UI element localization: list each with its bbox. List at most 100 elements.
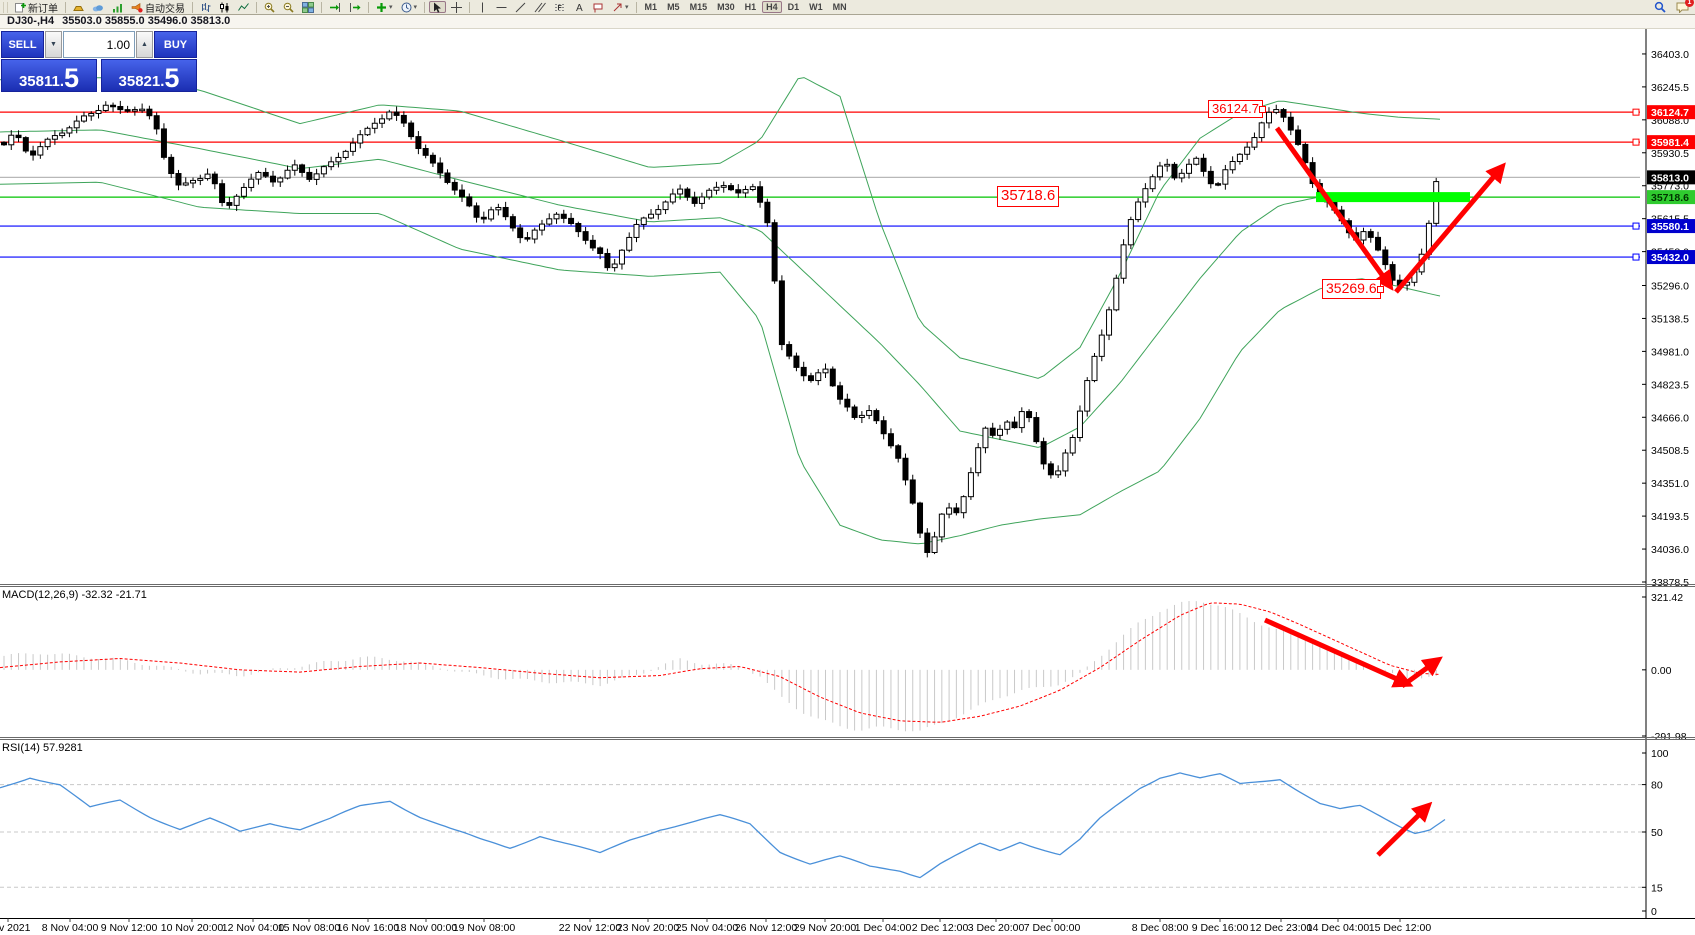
cursor-tool-button[interactable]	[429, 1, 447, 13]
timeframe-w1[interactable]: W1	[805, 1, 827, 13]
volume-increase-button[interactable]: ▲	[136, 31, 153, 58]
price-axis[interactable]: 36560.536403.036245.536088.035930.535773…	[1642, 14, 1695, 919]
svg-text:3 Dec 20:00: 3 Dec 20:00	[968, 922, 1025, 934]
svg-text:35296.0: 35296.0	[1651, 280, 1689, 292]
horizontal-line-tool[interactable]	[493, 1, 510, 13]
svg-text:29 Nov 20:00: 29 Nov 20:00	[794, 922, 857, 934]
timeframe-mn[interactable]: MN	[829, 1, 851, 13]
zoom-in-icon	[264, 2, 275, 13]
annotation-handle[interactable]	[1376, 285, 1384, 293]
annotation-price-label-36124[interactable]: 36124.7	[1208, 100, 1266, 119]
vertical-line-icon	[482, 2, 484, 12]
macd-label: MACD(12,26,9) -32.32 -21.71	[2, 589, 147, 601]
buy-button[interactable]: BUY	[154, 31, 197, 58]
horizontal-line-icon	[496, 6, 507, 8]
signal-icon	[113, 3, 122, 12]
signal-button[interactable]	[109, 1, 126, 13]
toolbar-separator	[192, 1, 193, 13]
candlestick-chart-button[interactable]	[216, 1, 233, 13]
timeframe-h4[interactable]: H4	[762, 1, 782, 13]
chart-shift-button[interactable]	[346, 1, 364, 13]
timeframe-m30[interactable]: M30	[713, 1, 739, 13]
auto-scroll-icon	[330, 2, 340, 12]
svg-text:16 Nov 16:00: 16 Nov 16:00	[337, 922, 400, 934]
search-icon	[1654, 1, 1666, 13]
trendline-tool[interactable]	[512, 1, 529, 13]
bar-chart-button[interactable]	[197, 1, 214, 13]
chart-shift-icon	[350, 2, 361, 12]
buy-price-box[interactable]: 35821. 5	[101, 59, 197, 92]
fibonacci-icon: F	[555, 3, 566, 12]
autotrading-icon	[131, 2, 143, 12]
new-order-button[interactable]: 新订单	[12, 1, 61, 15]
macd-pane	[0, 601, 1441, 732]
chevron-down-icon: ▾	[389, 3, 393, 11]
svg-text:2 Dec 12:00: 2 Dec 12:00	[912, 922, 969, 934]
periods-button[interactable]: ▾	[398, 1, 421, 13]
sell-button[interactable]: SELL	[1, 31, 44, 58]
svg-text:9 Dec 16:00: 9 Dec 16:00	[1192, 922, 1249, 934]
annotation-price-label-35718[interactable]: 35718.6	[997, 186, 1060, 207]
timeframe-m1[interactable]: M1	[641, 1, 662, 13]
green-highlight-bar[interactable]	[1316, 192, 1470, 203]
svg-text:35981.4: 35981.4	[1651, 137, 1689, 149]
chart-title-bar: DJ30-,H4 35503.0 35855.0 35496.0 35813.0	[0, 14, 1695, 29]
svg-text:50: 50	[1651, 827, 1663, 839]
zoom-out-button[interactable]	[280, 1, 297, 13]
search-button[interactable]	[1651, 1, 1669, 13]
svg-text:36124.7: 36124.7	[1651, 107, 1689, 119]
volume-input[interactable]	[63, 31, 135, 58]
svg-text:1 Dec 04:00: 1 Dec 04:00	[855, 922, 912, 934]
toolbar-separator	[635, 1, 637, 13]
toolbar-grip[interactable]	[3, 1, 8, 13]
svg-text:25 Nov 04:00: 25 Nov 04:00	[676, 922, 739, 934]
market-gold-button[interactable]	[70, 1, 87, 13]
one-click-trading-panel: SELL ▼ ▲ BUY 35811.5 35821.5	[1, 31, 197, 92]
vertical-line-tool[interactable]	[474, 1, 491, 13]
line-chart-button[interactable]	[235, 1, 252, 13]
cloud-button[interactable]	[89, 1, 107, 13]
toolbar-separator	[65, 1, 66, 13]
svg-text:10 Nov 20:00: 10 Nov 20:00	[161, 922, 224, 934]
indicators-button[interactable]: ▾	[373, 1, 396, 13]
horizontal-price-lines[interactable]	[0, 108, 1640, 261]
timeframe-h1[interactable]: H1	[741, 1, 761, 13]
line-chart-icon	[238, 2, 249, 11]
sell-price-box[interactable]: 35811. 5	[1, 59, 97, 92]
svg-text:F: F	[558, 5, 563, 12]
svg-text:8 Nov 04:00: 8 Nov 04:00	[42, 922, 99, 934]
zoom-out-icon	[283, 2, 294, 13]
shapes-tool[interactable]: ▾	[609, 1, 632, 13]
tile-windows-button[interactable]	[299, 1, 317, 13]
svg-text:15 Nov 08:00: 15 Nov 08:00	[278, 922, 341, 934]
svg-text:34351.0: 34351.0	[1651, 478, 1689, 490]
label-tool[interactable]	[590, 1, 607, 13]
svg-text:23 Nov 20:00: 23 Nov 20:00	[617, 922, 680, 934]
svg-text:34193.5: 34193.5	[1651, 511, 1689, 523]
crosshair-tool-button[interactable]	[448, 1, 465, 13]
chat-unread-badge: 1	[1685, 0, 1694, 7]
shapes-icon	[613, 3, 622, 11]
trend-arrows[interactable]	[1263, 126, 1506, 857]
svg-text:80: 80	[1651, 780, 1663, 792]
annotation-handle[interactable]	[1259, 106, 1266, 114]
autotrading-button[interactable]: 自动交易	[128, 1, 188, 15]
zoom-in-button[interactable]	[261, 1, 278, 13]
svg-text:35432.0: 35432.0	[1651, 252, 1689, 264]
volume-decrease-button[interactable]: ▼	[45, 31, 62, 58]
svg-text:7 Dec 00:00: 7 Dec 00:00	[1024, 922, 1081, 934]
fibonacci-tool[interactable]: F	[551, 1, 569, 13]
timeframe-m15[interactable]: M15	[686, 1, 712, 13]
svg-text:15 Dec 12:00: 15 Dec 12:00	[1369, 922, 1432, 934]
auto-scroll-button[interactable]	[326, 1, 344, 13]
equidistant-channel-tool[interactable]	[531, 1, 549, 13]
timeframe-m5[interactable]: M5	[663, 1, 684, 13]
sell-price: 35811.	[18, 73, 65, 90]
text-tool[interactable]: A	[571, 1, 588, 13]
annotation-price-label-35269[interactable]: 35269.6	[1322, 279, 1384, 299]
chat-button[interactable]: 1	[1676, 0, 1694, 13]
timeframe-d1[interactable]: D1	[784, 1, 804, 13]
